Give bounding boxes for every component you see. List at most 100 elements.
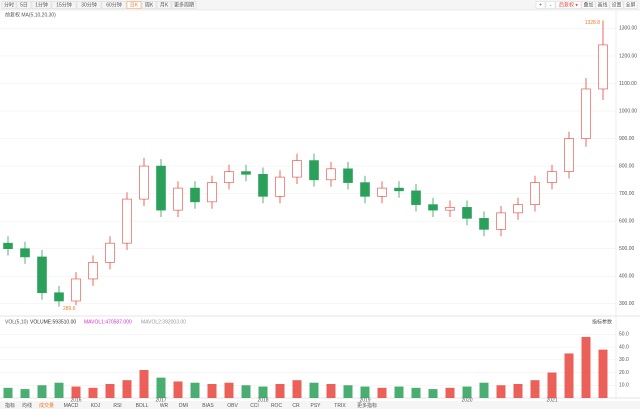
toolbar-button[interactable]	[581, 1, 596, 9]
volume-bar	[224, 382, 234, 398]
toolbar-button[interactable]	[595, 1, 610, 9]
volume-bar	[326, 384, 336, 398]
toolbar-button[interactable]	[609, 1, 624, 9]
tab-label[interactable]: 日K	[130, 3, 139, 9]
volume-bar	[462, 386, 472, 398]
tab-label[interactable]: 更多周期	[174, 2, 194, 9]
y-tick-label: 1000.00	[619, 108, 637, 114]
indicator-tab[interactable]: WR	[160, 403, 169, 409]
tab[interactable]	[126, 1, 142, 9]
volume-bar	[581, 336, 591, 398]
volume-bar	[3, 387, 13, 398]
toolbar-button-label[interactable]: -	[550, 3, 552, 9]
indicator-tab[interactable]: KDJ	[91, 403, 101, 409]
volume-bar	[173, 381, 183, 398]
tab[interactable]	[16, 1, 32, 9]
tab-label[interactable]: 1分钟	[35, 2, 48, 9]
indicator-tab[interactable]: CCI	[250, 403, 259, 409]
tab[interactable]	[156, 1, 172, 9]
indicator-tab[interactable]: BIAS	[202, 403, 214, 409]
y-tick-label: 700.00	[619, 191, 635, 197]
indicator-tab[interactable]: 指标	[5, 402, 15, 409]
x-tick-label: 2018	[257, 397, 268, 403]
indicator-tab[interactable]: 成交量	[39, 402, 54, 409]
tab[interactable]	[31, 1, 52, 9]
volume-bar	[37, 385, 47, 398]
indicator-tab[interactable]: ROC	[271, 403, 283, 409]
volume-legend-item: MAVOL1:470587.000	[84, 319, 132, 325]
indicator-tab[interactable]: BOLL	[136, 403, 149, 409]
tab[interactable]	[141, 1, 157, 9]
candle-body	[564, 138, 574, 172]
indicator-tab[interactable]: CR	[292, 403, 300, 409]
tab-label[interactable]: 周K	[145, 3, 154, 9]
indicator-tab[interactable]: 更多指标	[357, 402, 377, 409]
tab-label[interactable]: 5日	[20, 3, 28, 9]
toolbar-button[interactable]	[623, 1, 638, 9]
toolbar-button-label[interactable]: 叠加	[583, 2, 593, 9]
tab-label[interactable]: 60分钟	[106, 2, 122, 9]
candle-body	[479, 218, 489, 230]
volume-bar	[343, 385, 353, 398]
volume-legend-item: MAVOL2:392003.00	[141, 319, 186, 325]
toolbar-button[interactable]	[545, 1, 556, 9]
toolbar-button-label[interactable]: 全屏	[625, 2, 635, 9]
y-tick-label: 400.00	[619, 274, 635, 280]
volume-bar	[411, 387, 421, 398]
volume-bar	[122, 380, 132, 398]
tab[interactable]	[76, 1, 102, 9]
candle-body	[598, 44, 608, 90]
bottom-bar	[0, 401, 640, 409]
volume-bar	[88, 387, 98, 398]
volume-bar	[598, 349, 608, 398]
y-tick-label: 1300.00	[619, 26, 637, 32]
candle-body	[292, 160, 302, 178]
candle-body	[275, 176, 285, 197]
toolbar-button[interactable]	[555, 1, 582, 9]
y-tick-label: 40.0	[619, 344, 629, 350]
tab[interactable]	[51, 1, 77, 9]
y-tick-label: 800.00	[619, 163, 635, 169]
indicator-tab[interactable]: OBV	[227, 403, 238, 409]
candle-body	[122, 198, 132, 244]
tab-label[interactable]: 分时	[4, 2, 14, 9]
indicator-tab[interactable]: MACD	[64, 403, 79, 409]
x-tick-label: 2020	[461, 397, 472, 403]
volume-bar	[445, 387, 455, 398]
volume-bar	[71, 386, 81, 398]
candle-body	[462, 207, 472, 219]
y-tick-label: 20.0	[619, 370, 629, 376]
x-tick-label: 2019	[359, 397, 370, 403]
indicator-tab[interactable]: PSY	[310, 403, 321, 409]
toolbar-button-label[interactable]: 设置	[611, 2, 621, 9]
tab-label[interactable]: 月K	[160, 3, 169, 9]
toolbar-button-label[interactable]: 后复权 ▾	[559, 2, 578, 9]
toolbar-button-label[interactable]: +	[539, 3, 542, 9]
indicator-tab[interactable]: RSI	[113, 403, 121, 409]
tab-label[interactable]: 15分钟	[56, 2, 72, 9]
tab[interactable]	[171, 1, 197, 9]
tab[interactable]	[1, 1, 17, 9]
legend: 前复权 MA(5,10,20,30)	[5, 11, 56, 18]
toolbar-button-label[interactable]: 画线	[597, 2, 607, 9]
volume-legend-item: VOLUME:593510.00	[30, 319, 76, 325]
tab[interactable]	[101, 1, 127, 9]
toolbar-button[interactable]	[535, 1, 546, 9]
volume-bar	[530, 380, 540, 398]
x-tick-label: 2021	[546, 397, 557, 403]
volume-bar	[139, 370, 149, 398]
candle-body	[139, 165, 149, 200]
volume-bar	[360, 386, 370, 398]
indicator-tab[interactable]: TRIX	[334, 403, 346, 409]
candle-body	[54, 292, 64, 302]
candle-body	[394, 187, 404, 192]
indicator-tab[interactable]: 均线	[22, 402, 32, 409]
tab-label[interactable]: 30分钟	[81, 2, 97, 9]
volume-bar	[547, 372, 557, 398]
indicator-tab[interactable]: DMI	[179, 403, 188, 409]
volume-legend-right[interactable]: 指标参数	[592, 318, 612, 325]
volume-bar	[292, 380, 302, 398]
candle-body	[547, 171, 557, 183]
